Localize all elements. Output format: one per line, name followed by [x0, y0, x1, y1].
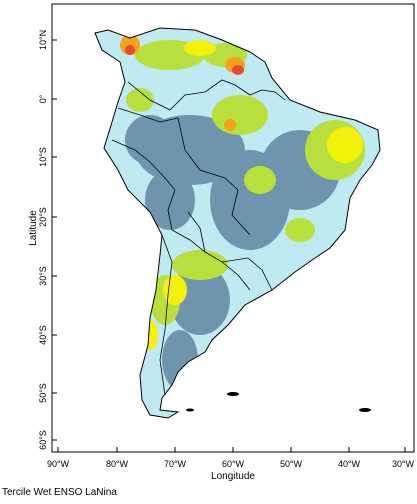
lon-tick-label: 90°W — [47, 459, 70, 469]
lon-tick-label: 70°W — [164, 459, 187, 469]
probability-patch-red — [232, 65, 244, 75]
map-caption: Tercile Wet ENSO LaNina — [2, 487, 117, 498]
probability-patch-steel-blue — [145, 170, 195, 230]
probability-patch-steel-blue — [125, 115, 175, 165]
lon-tick-label: 40°W — [338, 459, 361, 469]
y-axis-title: Latitude — [28, 210, 39, 246]
lat-tick-label: 60°S — [38, 430, 48, 450]
lat-tick-label: 10°N — [38, 30, 48, 50]
probability-patch-yellow — [327, 127, 363, 163]
probability-patch-orange — [224, 119, 236, 131]
lat-tick-label: 30°S — [38, 266, 48, 286]
country-borders — [111, 79, 286, 396]
probability-patch-yellow — [163, 275, 187, 305]
probability-patch-yellow-green — [172, 250, 228, 280]
islands — [186, 392, 371, 412]
lat-tick-label: 10°S — [38, 147, 48, 167]
lon-tick-label: 50°W — [280, 459, 303, 469]
lat-tick-label: 50°S — [38, 383, 48, 403]
lon-tick-label: 80°W — [106, 459, 129, 469]
probability-patch-yellow-green — [212, 95, 268, 135]
lat-tick-label: 40°S — [38, 325, 48, 345]
longitude-ticks: 90°W 80°W 70°W 60°W 50°W 40°W 30°W — [47, 447, 415, 469]
lat-tick-label: 20°S — [38, 207, 48, 227]
lat-tick-label: 0° — [38, 94, 48, 103]
probability-patch-yellow-green — [244, 166, 276, 194]
probability-patch-yellow-green — [285, 218, 315, 242]
x-axis-title: Longitude — [211, 471, 255, 482]
latitude-ticks: 10°N 0° 10°S 20°S 30°S 40°S 50°S 60°S — [38, 30, 57, 450]
lon-tick-label: 60°W — [222, 459, 245, 469]
probability-patch-yellow-green — [126, 88, 154, 112]
probability-patch-red — [125, 45, 135, 55]
coastline — [94, 27, 381, 419]
lon-tick-label: 30°W — [392, 459, 415, 469]
probability-patch-yellow — [184, 40, 216, 56]
